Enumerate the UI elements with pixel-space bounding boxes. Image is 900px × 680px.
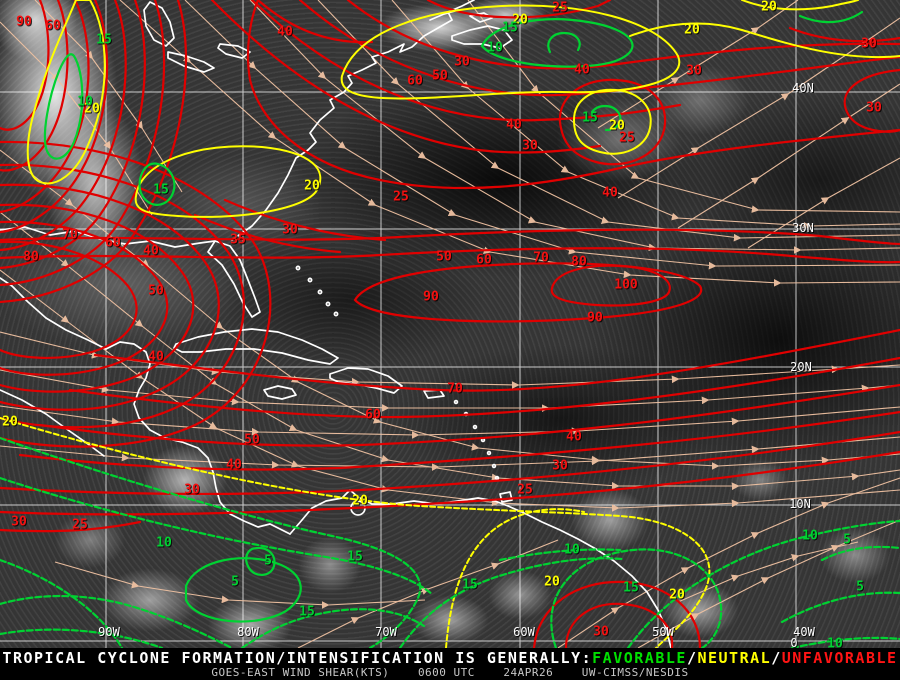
product-info-line: GOES-EAST WIND SHEAR(KTS) 0600 UTC 24APR…	[0, 666, 900, 679]
valid-time: 0600 UTC	[417, 666, 475, 679]
product-name: GOES-EAST WIND SHEAR(KTS)	[211, 666, 390, 679]
annotation-bar: TROPICAL CYCLONE FORMATION/INTENSIFICATI…	[0, 648, 900, 680]
legend-neutral: NEUTRAL	[697, 649, 772, 667]
data-credit: UW-CIMSS/NESDIS	[581, 666, 689, 679]
legend-unfavorable: UNFAVORABLE	[781, 649, 898, 667]
map-area: 90 60 40 25 30 50 60 40 40 30 30 25 30 30 40 25 30 35 70 60…	[0, 0, 900, 648]
map-overlay-graphics	[0, 0, 900, 648]
low-shear-contours	[0, 10, 900, 648]
legend-separator-1: /	[686, 649, 698, 667]
legend-statement: TROPICAL CYCLONE FORMATION/INTENSIFICATI…	[2, 649, 593, 667]
moderate-shear-contours	[0, 0, 900, 648]
shear-legend-line: TROPICAL CYCLONE FORMATION/INTENSIFICATI…	[0, 649, 900, 667]
streamlines	[0, 0, 900, 648]
legend-favorable: FAVORABLE	[592, 649, 687, 667]
valid-date: 24APR26	[503, 666, 554, 679]
high-shear-contours	[0, 0, 900, 648]
legend-separator-2: /	[771, 649, 782, 667]
